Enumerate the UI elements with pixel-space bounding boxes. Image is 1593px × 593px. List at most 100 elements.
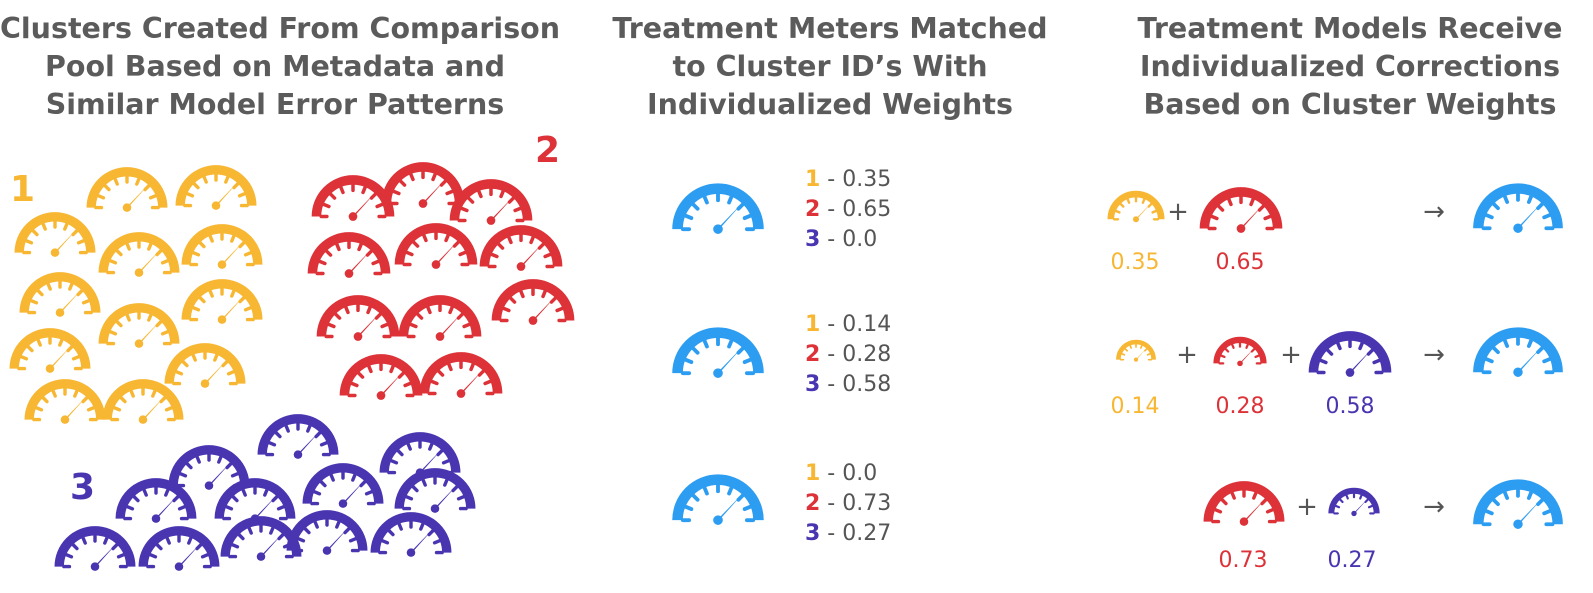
weight-separator: -	[820, 491, 843, 516]
cluster-1-meter-icon	[86, 167, 168, 212]
left-panel-title: Clusters Created From Comparison Pool Ba…	[0, 10, 561, 124]
weight-value: 0.35	[842, 167, 892, 192]
corrected-meter-icon	[1473, 183, 1563, 233]
cluster-3-meter-icon	[257, 414, 339, 459]
cluster-2-meter-icon	[316, 295, 400, 341]
cluster-2-meter-icon	[491, 279, 575, 325]
arrow-icon: →	[1423, 197, 1445, 227]
weight-value: 0.14	[842, 312, 892, 337]
cluster-2-meter-icon	[419, 352, 503, 398]
weight-label: 0.65	[1215, 250, 1265, 275]
title-line: Treatment Models Receive	[1137, 12, 1563, 45]
cluster-label-1: 1	[10, 169, 36, 210]
arrow-icon: →	[1423, 492, 1445, 522]
title-line: Individualized Weights	[647, 88, 1013, 121]
cluster-label-3: 3	[70, 467, 96, 508]
title-line: Treatment Meters Matched	[612, 12, 1048, 45]
cluster-3-meter-icon	[214, 478, 296, 523]
weighted-cluster-meter-icon	[1116, 339, 1156, 362]
middle-panel-title: Treatment Meters Matched to Cluster ID’s…	[590, 10, 1070, 124]
weight-separator: -	[820, 372, 843, 397]
cluster-1-meter-icon	[181, 279, 263, 324]
cluster-id: 1	[805, 167, 821, 192]
weight-label: 0.35	[1110, 250, 1160, 275]
weight-row: 3 - 0.0	[805, 225, 891, 255]
weight-separator: -	[820, 167, 843, 192]
weight-value: 0.73	[842, 491, 892, 516]
weight-row: 1 - 0.35	[805, 165, 891, 195]
weight-label: 0.28	[1215, 394, 1265, 419]
cluster-1-meter-icon	[9, 328, 91, 373]
cluster-id: 1	[805, 461, 821, 486]
weight-separator: -	[820, 197, 843, 222]
cluster-2-meter-icon	[307, 232, 391, 278]
cluster-id: 2	[805, 342, 821, 367]
cluster-1-meter-icon	[102, 379, 184, 424]
right-panel-title: Treatment Models Receive Individualized …	[1110, 10, 1590, 124]
cluster-1-meter-icon	[14, 212, 96, 257]
cluster-1-meter-icon	[175, 165, 257, 210]
cluster-id: 2	[805, 197, 821, 222]
title-line: Individualized Corrections	[1139, 50, 1561, 83]
weighted-cluster-meter-icon	[1308, 331, 1392, 377]
treatment-meter-icon	[672, 183, 764, 234]
treatment-meter-icon	[672, 474, 764, 525]
weight-label: 0.73	[1218, 548, 1268, 573]
cluster-id: 3	[805, 372, 821, 397]
cluster-1-meter-icon	[98, 232, 180, 277]
cluster-id: 3	[805, 521, 821, 546]
weighted-cluster-meter-icon	[1213, 336, 1267, 367]
title-line: Similar Model Error Patterns	[45, 88, 505, 121]
cluster-3-meter-icon	[302, 463, 384, 508]
weight-separator: -	[820, 227, 843, 252]
cluster-id: 1	[805, 312, 821, 337]
cluster-3-meter-icon	[138, 526, 220, 571]
weight-separator: -	[820, 312, 843, 337]
weight-separator: -	[820, 521, 843, 546]
title-line: Pool Based on Metadata and	[45, 50, 505, 83]
weight-row: 1 - 0.0	[805, 459, 891, 489]
corrected-meter-icon	[1473, 479, 1563, 529]
weight-row: 2 - 0.28	[805, 340, 891, 370]
cluster-1-meter-icon	[164, 343, 246, 388]
cluster-1-meter-icon	[24, 379, 106, 424]
cluster-1-meter-icon	[181, 224, 263, 269]
weight-row: 3 - 0.58	[805, 370, 891, 400]
title-line: Clusters Created From Comparison	[0, 12, 561, 45]
weighted-cluster-meter-icon	[1199, 187, 1283, 233]
weight-separator: -	[820, 342, 843, 367]
cluster-2-meter-icon	[398, 295, 482, 341]
weight-row: 3 - 0.27	[805, 519, 891, 549]
cluster-3-meter-icon	[394, 468, 476, 513]
weighted-cluster-meter-icon	[1203, 481, 1285, 526]
cluster-2-meter-icon	[394, 223, 478, 269]
weighted-cluster-meter-icon	[1107, 190, 1165, 223]
treatment-meter-icon	[672, 327, 764, 378]
weighted-cluster-meter-icon	[1328, 487, 1380, 517]
cluster-id: 2	[805, 491, 821, 516]
plus-sign: +	[1296, 492, 1318, 522]
title-line: to Cluster ID’s With	[672, 50, 988, 83]
cluster-3-meter-icon	[115, 478, 197, 523]
cluster-3-meter-icon	[286, 510, 368, 555]
cluster-label-2: 2	[535, 130, 561, 171]
title-line: Based on Cluster Weights	[1143, 88, 1557, 121]
weights-list: 1 - 0.0 2 - 0.73 3 - 0.27	[805, 459, 891, 549]
weight-value: 0.58	[842, 372, 892, 397]
arrow-icon: →	[1423, 340, 1445, 370]
cluster-3-meter-icon	[370, 512, 452, 557]
cluster-3-meter-icon	[54, 526, 136, 571]
plus-sign: +	[1280, 340, 1302, 370]
cluster-3-meter-icon	[220, 516, 302, 561]
plus-sign: +	[1176, 340, 1198, 370]
cluster-2-meter-icon	[449, 179, 533, 225]
weights-list: 1 - 0.14 2 - 0.28 3 - 0.58	[805, 310, 891, 400]
cluster-1-meter-icon	[98, 303, 180, 348]
weight-separator: -	[820, 461, 843, 486]
weight-value: 0.65	[842, 197, 892, 222]
weight-label: 0.27	[1327, 548, 1377, 573]
weight-row: 1 - 0.14	[805, 310, 891, 340]
weight-value: 0.28	[842, 342, 892, 367]
cluster-1-meter-icon	[19, 272, 101, 317]
weight-row: 2 - 0.73	[805, 489, 891, 519]
